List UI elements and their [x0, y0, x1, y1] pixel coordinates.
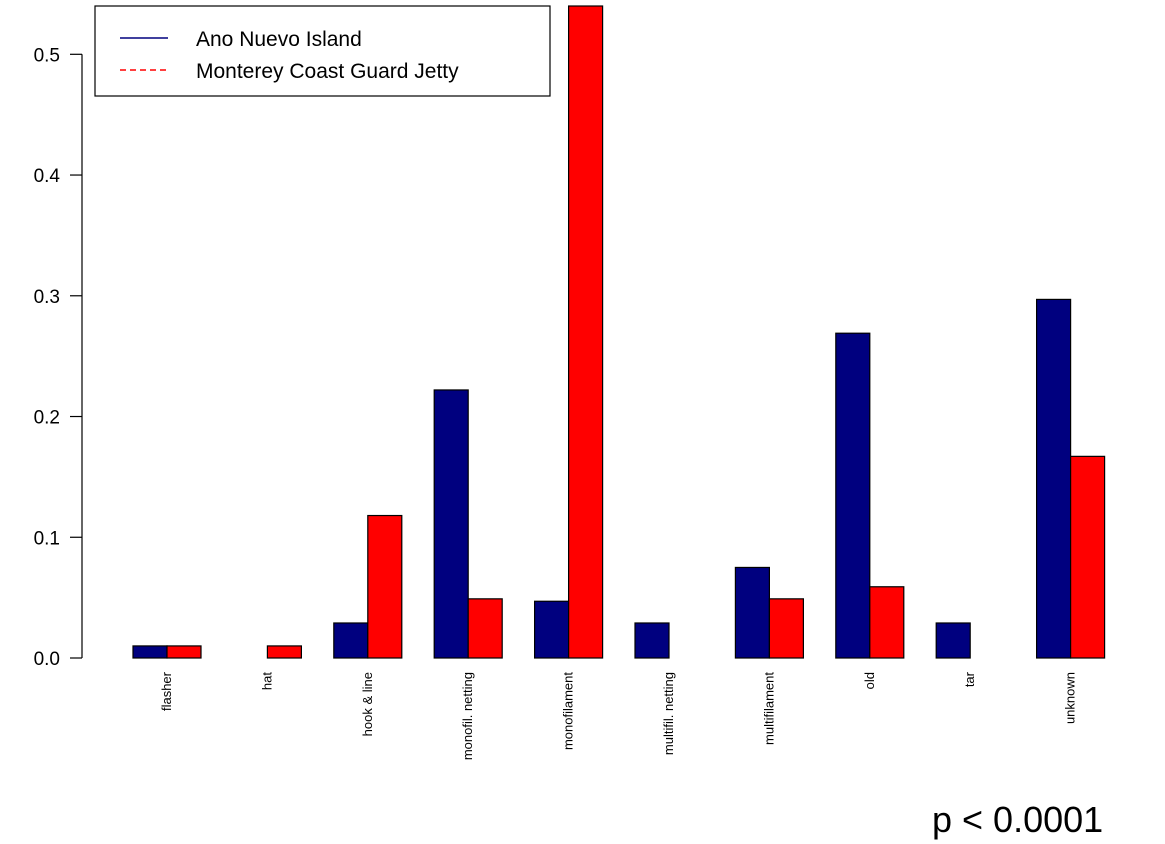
bar-unknown-ano-nuevo-island: [1035, 298, 1072, 659]
y-axis: 0.0 0.1 0.2 0.3 0.4 0.5: [34, 45, 83, 670]
legend-box: [94, 5, 551, 97]
category-labels: flasher hat hook & line monofil. netting mon…: [159, 671, 1078, 760]
category-label-multifilament: multifilament: [761, 672, 776, 745]
legend: Ano Nuevo Island Monterey Coast Guard Je…: [94, 5, 551, 97]
category-label-monofilament: monofilament: [561, 672, 576, 750]
p-value-annotation: p < 0.0001: [932, 799, 1103, 840]
category-label-unknown: unknown: [1063, 672, 1078, 724]
bar-multifilament-monterey-coast-guard-jetty: [768, 598, 805, 659]
bar-flasher-ano-nuevo-island: [132, 645, 168, 659]
y-tick-label: 0.4: [34, 166, 61, 187]
bar-unknown-monterey-coast-guard-jetty: [1069, 455, 1106, 659]
bar-flasher-monterey-coast-guard-jetty: [166, 645, 202, 659]
category-label-tar: tar: [962, 671, 977, 687]
bar-monofilament-monterey-coast-guard-jetty: [567, 5, 604, 659]
y-tick-label: 0.0: [34, 649, 60, 670]
y-tick-label: 0.2: [34, 408, 60, 429]
category-label-old: old: [862, 672, 877, 689]
y-tick-label: 0.5: [34, 45, 60, 66]
y-tick-label: 0.3: [34, 287, 60, 308]
bar-hook-line-ano-nuevo-island: [333, 622, 369, 659]
bars: [132, 5, 1106, 659]
category-label-multifil-netting: multifil. netting: [661, 672, 676, 755]
bar-multifil-netting-ano-nuevo-island: [634, 622, 670, 659]
category-label-flasher: flasher: [159, 671, 174, 711]
bar-monofil-netting-monterey-coast-guard-jetty: [467, 598, 503, 659]
bar-tar-ano-nuevo-island: [935, 622, 971, 659]
legend-label-ano-nuevo: Ano Nuevo Island: [196, 28, 362, 51]
bar-old-monterey-coast-guard-jetty: [869, 586, 905, 659]
category-label-hook-line: hook & line: [360, 672, 375, 736]
legend-label-monterey: Monterey Coast Guard Jetty: [196, 60, 459, 83]
category-label-monofil-netting: monofil. netting: [460, 672, 475, 760]
bar-multifilament-ano-nuevo-island: [734, 566, 771, 659]
bar-hat-monterey-coast-guard-jetty: [266, 645, 302, 659]
bar-monofilament-ano-nuevo-island: [533, 600, 570, 659]
bar-hook-line-monterey-coast-guard-jetty: [367, 514, 403, 659]
category-label-hat: hat: [259, 672, 274, 690]
bar-monofil-netting-ano-nuevo-island: [433, 389, 469, 659]
bar-old-ano-nuevo-island: [835, 332, 871, 659]
y-tick-label: 0.1: [34, 528, 60, 549]
